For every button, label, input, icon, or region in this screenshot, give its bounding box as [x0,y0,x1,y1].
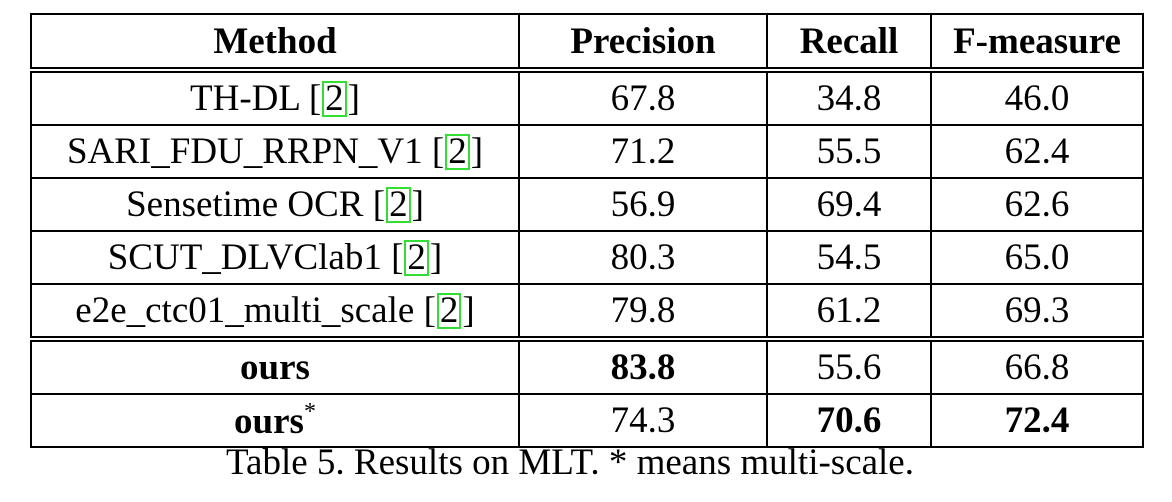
precision-cell: 83.8 [518,340,768,395]
method-name: SCUT_DLVClab1 [107,237,382,278]
results-table: Method Precision Recall F-measure TH-DL … [30,13,1144,448]
table-row: TH-DL [2] 67.8 34.8 46.0 [30,71,1144,126]
precision-cell: 71.2 [518,124,768,179]
table-row: SCUT_DLVClab1 [2] 80.3 54.5 65.0 [30,230,1144,285]
recall-cell: 34.8 [766,71,932,126]
method-name: TH-DL [190,78,300,119]
group-separator [31,336,1143,342]
table-row: Sensetime OCR [2] 56.9 69.4 62.6 [30,177,1144,232]
fmeasure-cell: 62.4 [930,124,1144,179]
table-row: SARI_FDU_RRPN_V1 [2] 71.2 55.5 62.4 [30,124,1144,179]
multi-scale-marker: * [303,398,316,425]
method-cell: SCUT_DLVClab1 [2] [30,230,520,285]
precision-cell: 56.9 [518,177,768,232]
method-name: SARI_FDU_RRPN_V1 [66,131,423,172]
table-caption: Table 5. Results on MLT. * means multi-s… [226,442,914,483]
method-cell: SARI_FDU_RRPN_V1 [2] [30,124,520,179]
method-cell: ours* [30,393,520,448]
citation-link[interactable]: 2 [445,133,470,170]
header-separator [31,67,1143,73]
precision-cell: 80.3 [518,230,768,285]
table-row: ours 83.8 55.6 66.8 [30,340,1144,395]
table-row: e2e_ctc01_multi_scale [2] 79.8 61.2 69.3 [30,283,1144,338]
fmeasure-cell: 69.3 [930,283,1144,338]
recall-cell: 70.6 [766,393,932,448]
precision-cell: 67.8 [518,71,768,126]
citation-link[interactable]: 2 [386,186,411,223]
recall-cell: 55.5 [766,124,932,179]
method-name: e2e_ctc01_multi_scale [75,290,415,331]
recall-cell: 54.5 [766,230,932,285]
recall-cell: 61.2 [766,283,932,338]
header-precision: Precision [518,13,768,69]
fmeasure-cell: 66.8 [930,340,1144,395]
method-cell: TH-DL [2] [30,71,520,126]
citation-link[interactable]: 2 [322,80,347,117]
method-cell: Sensetime OCR [2] [30,177,520,232]
method-name: ours [234,400,304,442]
table-row: ours* 74.3 70.6 72.4 [30,393,1144,448]
recall-cell: 55.6 [766,340,932,395]
citation-link[interactable]: 2 [404,239,429,276]
header-method: Method [30,13,520,69]
precision-cell: 79.8 [518,283,768,338]
recall-cell: 69.4 [766,177,932,232]
results-table-container: Method Precision Recall F-measure TH-DL … [30,13,1144,448]
method-cell: ours [30,340,520,395]
fmeasure-cell: 65.0 [930,230,1144,285]
header-row: Method Precision Recall F-measure [30,13,1144,69]
header-recall: Recall [766,13,932,69]
citation-link[interactable]: 2 [436,292,462,329]
fmeasure-cell: 72.4 [930,393,1144,448]
method-name: Sensetime OCR [126,184,364,225]
fmeasure-cell: 62.6 [930,177,1144,232]
fmeasure-cell: 46.0 [930,71,1144,126]
header-fmeasure: F-measure [930,13,1144,69]
method-cell: e2e_ctc01_multi_scale [2] [30,283,520,338]
precision-cell: 74.3 [518,393,768,448]
